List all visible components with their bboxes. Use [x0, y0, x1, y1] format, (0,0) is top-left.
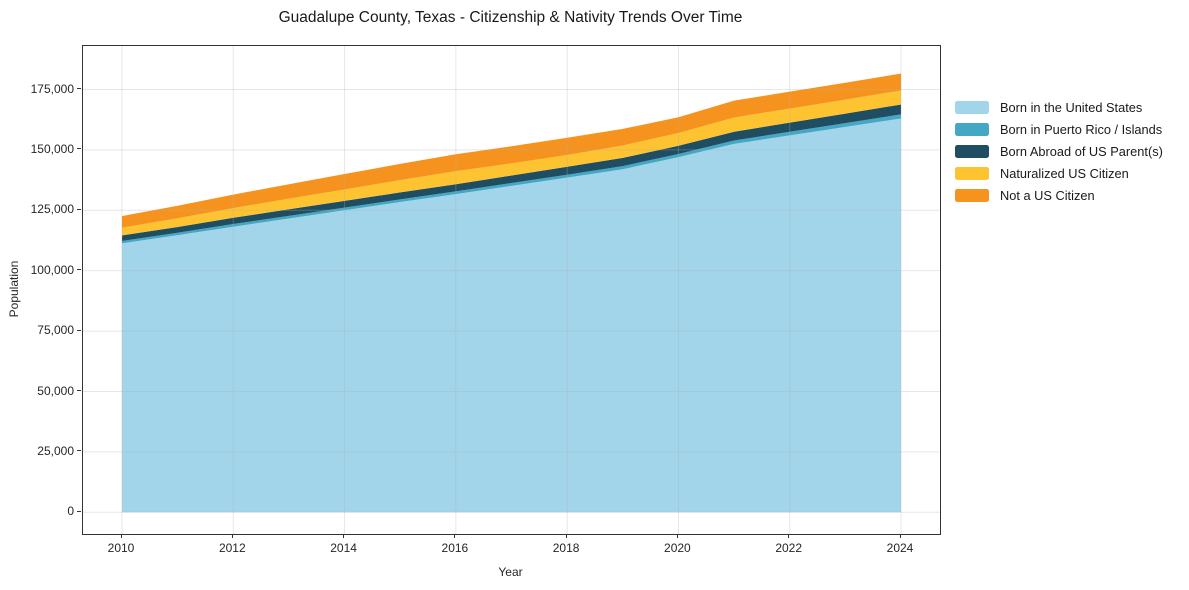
y-tick-mark — [77, 148, 81, 150]
area-series-2 — [121, 104, 902, 241]
legend-label: Born in the United States — [1000, 100, 1143, 115]
legend-item-3: Naturalized US Citizen — [955, 167, 1163, 180]
y-tick-mark — [77, 390, 81, 391]
legend-item-2: Born Abroad of US Parent(s) — [955, 145, 1163, 158]
legend-swatch-icon — [955, 145, 989, 158]
area-series-1 — [121, 114, 902, 244]
x-tick-label: 2014 — [330, 541, 357, 555]
legend-swatch-icon — [955, 167, 989, 180]
y-tick-mark — [77, 450, 81, 452]
x-tick-label: 2012 — [218, 541, 246, 555]
x-tick-label: 2020 — [664, 541, 691, 555]
x-tick-mark — [454, 534, 456, 538]
x-tick-mark — [343, 534, 345, 538]
x-tick-label: 2010 — [107, 541, 135, 555]
plot-area — [82, 45, 941, 535]
stacked-area-chart — [83, 46, 940, 534]
x-tick-mark — [899, 534, 901, 538]
legend-label: Born Abroad of US Parent(s) — [1000, 144, 1163, 159]
x-tick-label: 2022 — [775, 541, 803, 555]
x-tick-mark — [120, 534, 122, 538]
legend-item-0: Born in the United States — [955, 101, 1163, 114]
area-series-4 — [121, 73, 902, 228]
y-tick-mark — [77, 208, 81, 210]
y-tick-label: 150,000 — [30, 141, 74, 156]
legend-item-4: Not a US Citizen — [955, 189, 1163, 202]
y-tick-mark — [77, 269, 81, 271]
x-tick-label: 2018 — [552, 541, 580, 555]
y-tick-mark — [77, 510, 81, 512]
x-tick-label: 2024 — [886, 541, 914, 555]
y-tick-mark — [77, 329, 81, 331]
x-tick-mark — [676, 534, 678, 538]
y-tick-label: 75,000 — [37, 323, 74, 338]
x-tick-label: 2016 — [441, 541, 469, 555]
legend: Born in the United States Born in Puerto … — [955, 101, 1163, 211]
legend-label: Not a US Citizen — [1000, 188, 1095, 203]
legend-swatch-icon — [955, 189, 989, 202]
x-tick-mark — [788, 534, 790, 538]
y-tick-label: 125,000 — [30, 202, 74, 217]
area-series-3 — [121, 90, 902, 236]
legend-swatch-icon — [955, 123, 989, 136]
y-tick-label: 25,000 — [37, 443, 74, 458]
gridlines — [83, 46, 940, 534]
area-series-0 — [121, 118, 902, 513]
legend-label: Naturalized US Citizen — [1000, 166, 1129, 181]
x-tick-mark — [231, 534, 233, 538]
legend-label: Born in Puerto Rico / Islands — [1000, 122, 1163, 137]
x-tick-mark — [565, 534, 567, 538]
y-tick-label: 100,000 — [30, 262, 74, 277]
legend-item-1: Born in Puerto Rico / Islands — [955, 123, 1163, 136]
legend-swatch-icon — [955, 101, 989, 114]
y-tick-label: 0 — [67, 504, 74, 519]
y-tick-mark — [77, 88, 81, 89]
y-tick-label: 175,000 — [30, 81, 74, 96]
x-axis-label: Year — [498, 565, 523, 579]
chart-title: Guadalupe County, Texas - Citizenship & … — [278, 9, 743, 26]
y-tick-label: 50,000 — [37, 383, 74, 398]
